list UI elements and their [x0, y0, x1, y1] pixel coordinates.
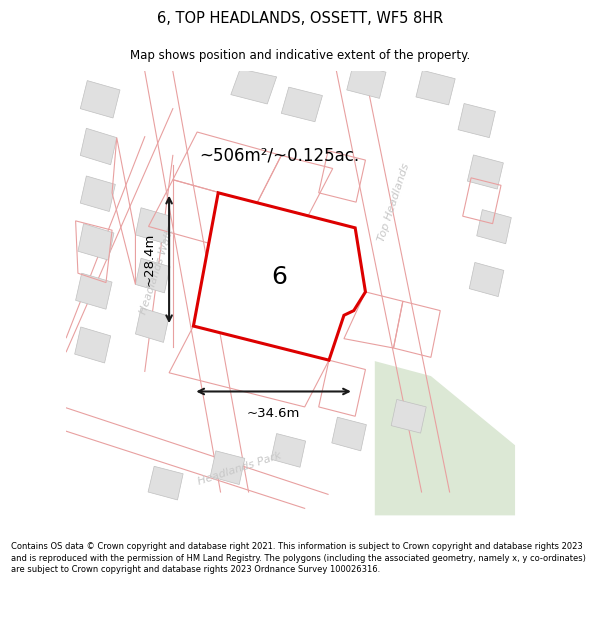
Polygon shape: [148, 466, 183, 500]
Polygon shape: [391, 399, 426, 433]
Polygon shape: [136, 258, 170, 293]
Polygon shape: [80, 128, 117, 165]
Polygon shape: [136, 208, 170, 243]
Text: Headlands Park: Headlands Park: [196, 451, 283, 487]
Polygon shape: [74, 327, 110, 363]
Polygon shape: [281, 87, 322, 122]
Polygon shape: [136, 308, 169, 342]
Polygon shape: [467, 155, 503, 189]
Polygon shape: [231, 69, 277, 104]
Polygon shape: [210, 451, 245, 484]
Polygon shape: [477, 209, 511, 244]
Text: Map shows position and indicative extent of the property.: Map shows position and indicative extent…: [130, 49, 470, 62]
Polygon shape: [262, 288, 295, 321]
Text: 6: 6: [271, 265, 287, 289]
Text: ~28.4m: ~28.4m: [143, 232, 156, 286]
Text: Top Headlands: Top Headlands: [376, 162, 411, 242]
Polygon shape: [271, 434, 305, 468]
Polygon shape: [416, 71, 455, 105]
Text: Headlands Walk: Headlands Walk: [138, 228, 175, 316]
Text: ~506m²/~0.125ac.: ~506m²/~0.125ac.: [199, 146, 359, 164]
Polygon shape: [375, 361, 515, 516]
Polygon shape: [80, 176, 115, 211]
Text: 6, TOP HEADLANDS, OSSETT, WF5 8HR: 6, TOP HEADLANDS, OSSETT, WF5 8HR: [157, 11, 443, 26]
Polygon shape: [469, 262, 504, 297]
Polygon shape: [76, 273, 112, 309]
Text: ~34.6m: ~34.6m: [247, 408, 300, 421]
Polygon shape: [458, 104, 496, 138]
Polygon shape: [224, 247, 257, 280]
Polygon shape: [332, 418, 367, 451]
Polygon shape: [193, 192, 365, 360]
Text: Contains OS data © Crown copyright and database right 2021. This information is : Contains OS data © Crown copyright and d…: [11, 542, 586, 574]
Polygon shape: [80, 81, 120, 118]
Polygon shape: [224, 199, 259, 233]
Polygon shape: [347, 64, 386, 98]
Polygon shape: [78, 224, 114, 260]
